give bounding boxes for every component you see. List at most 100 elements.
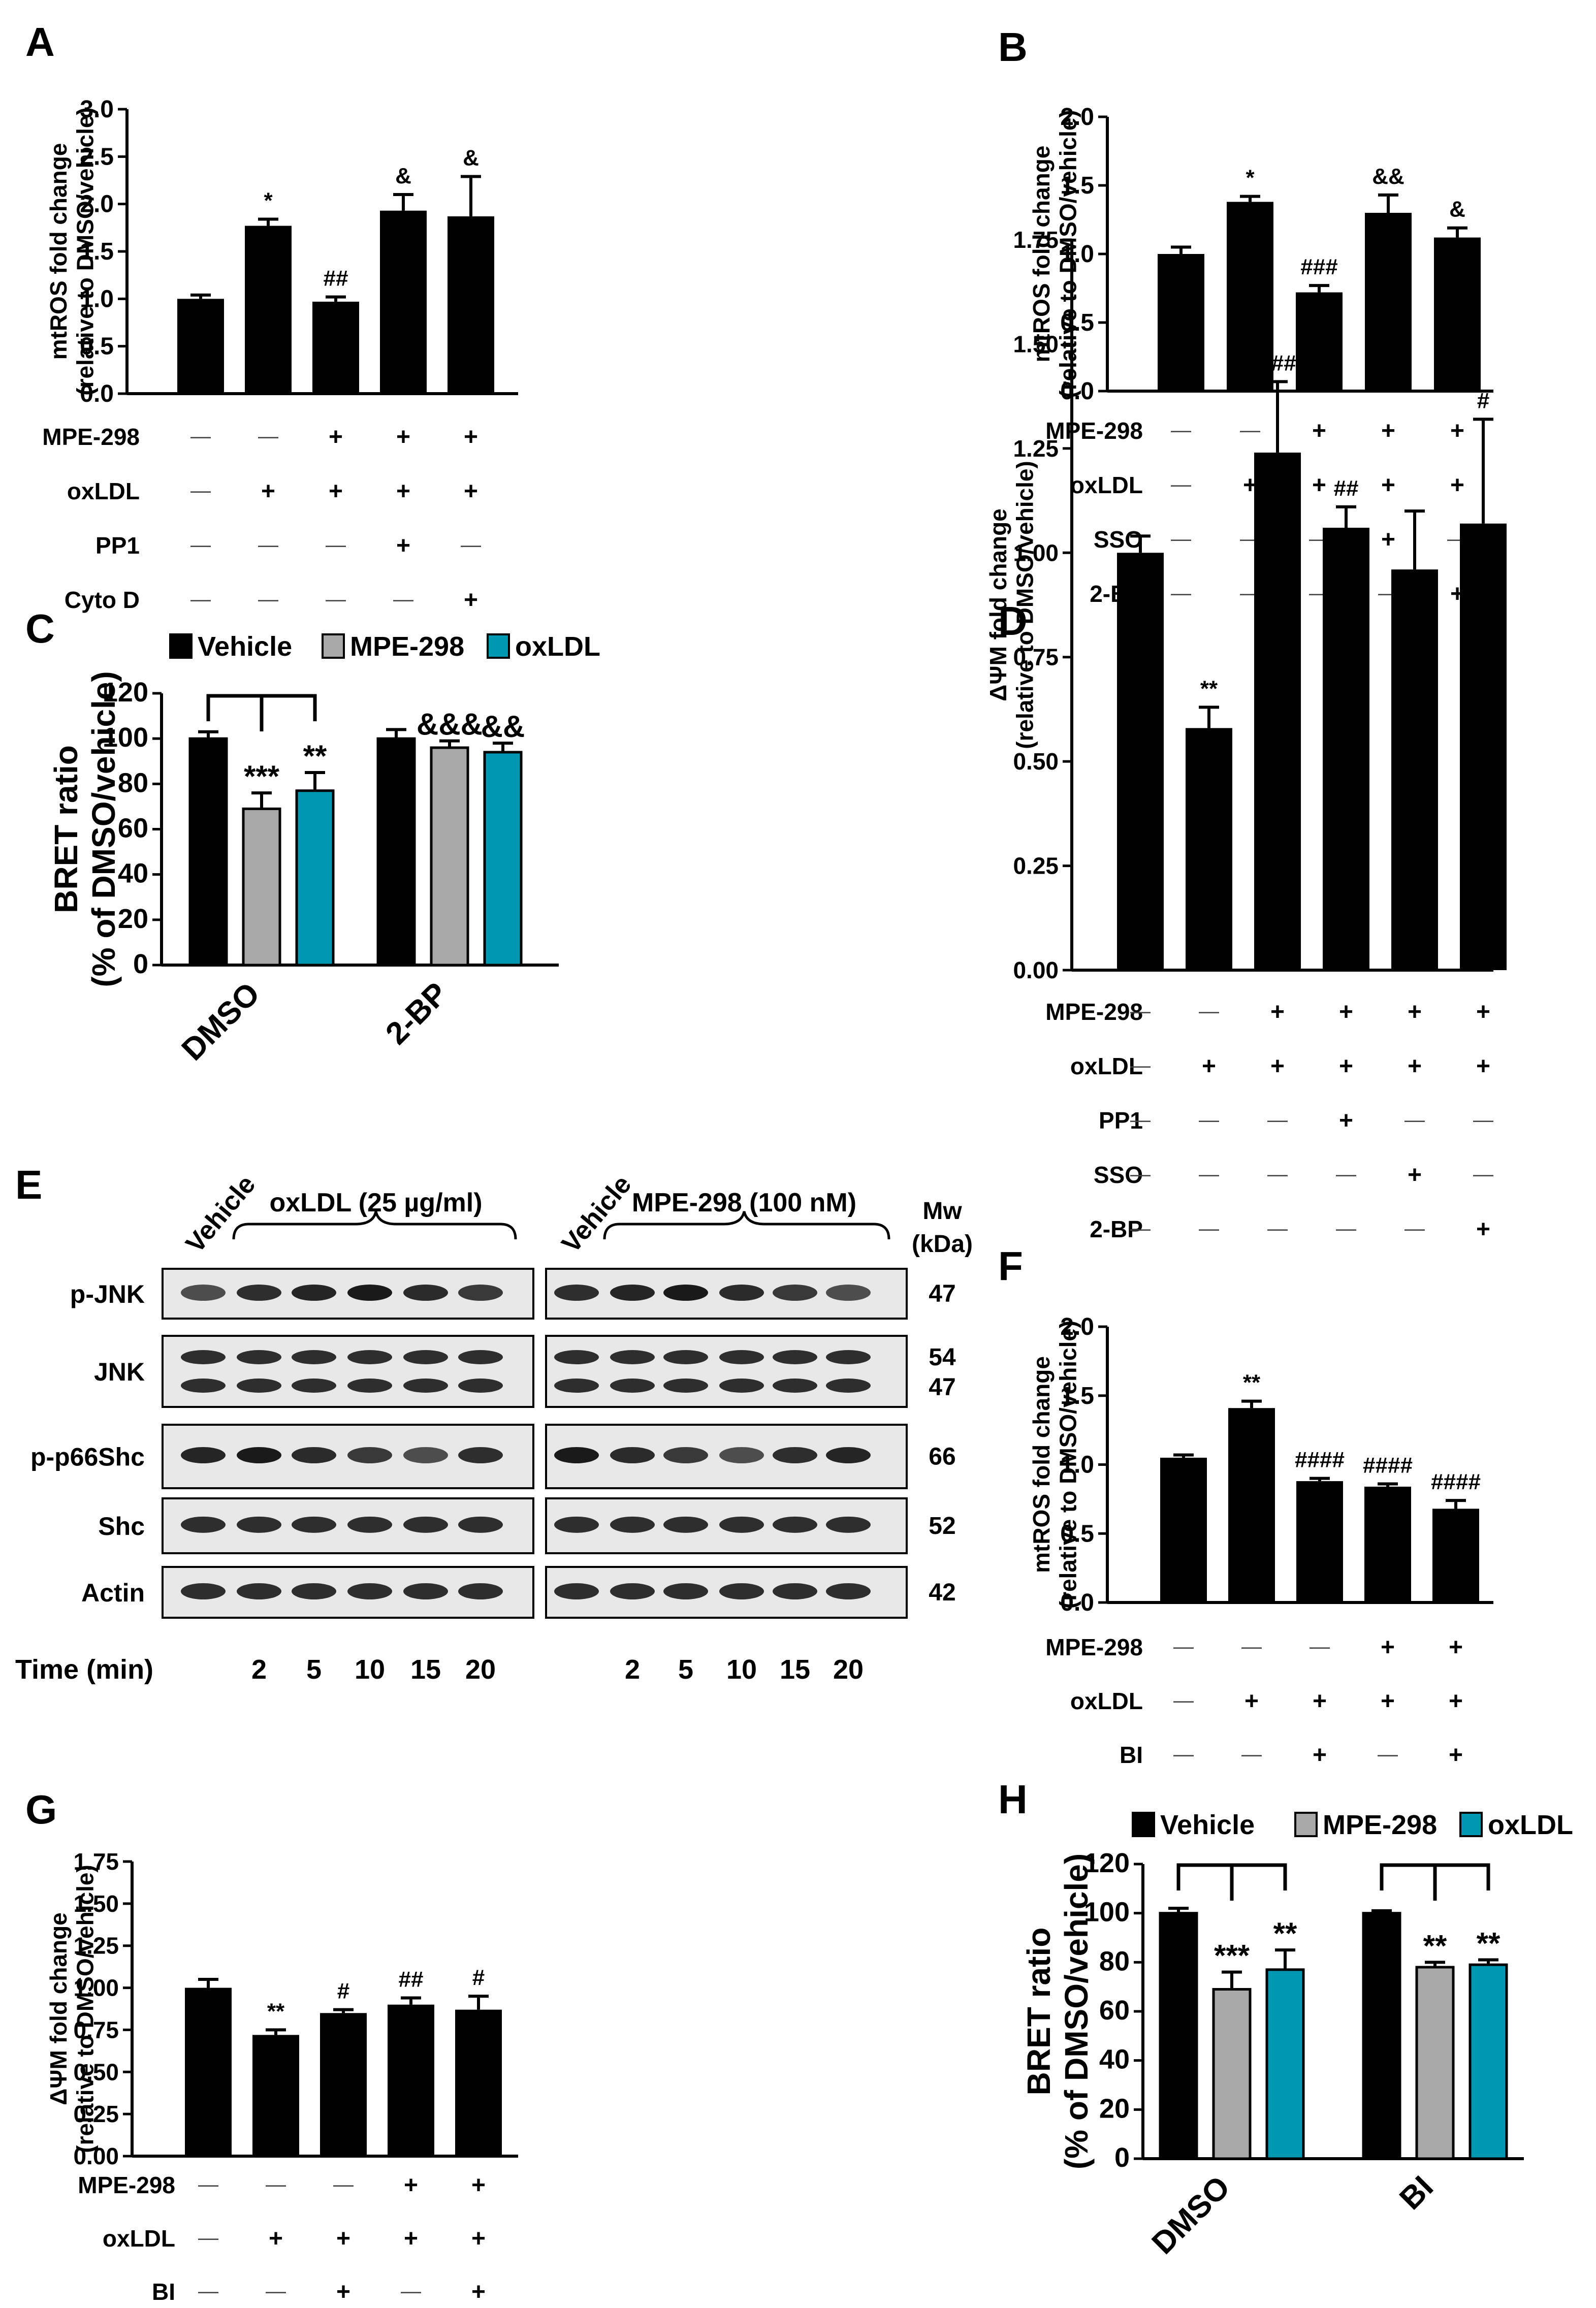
panel-a-ylabel-line: mtROS fold change [45, 143, 72, 360]
panel-c-significance: &&& [417, 708, 483, 742]
panel-letter-e: E [15, 1162, 42, 1207]
blot-band [610, 1447, 655, 1463]
blot-band [719, 1350, 764, 1364]
panel-f-significance: #### [1295, 1448, 1345, 1472]
panel-g-sign-plus: + [471, 2225, 486, 2252]
panel-c-legend-label: MPE-298 [350, 631, 464, 662]
panel-d-condition-label: PP1 [1099, 1107, 1143, 1134]
blot-mw-value: 52 [929, 1513, 955, 1540]
panel-f-sign-plus: + [1449, 1634, 1463, 1661]
panel-b-sign-minus: — [1240, 419, 1260, 441]
panel-g-bar [388, 2004, 434, 2156]
panel-g-ytick-label: 0.00 [73, 2143, 119, 2169]
blot-mw-unit: (kDa) [912, 1231, 973, 1258]
panel-d-bar [1391, 569, 1438, 970]
blot-bracket-right [603, 1211, 890, 1240]
panel-g-ytick-label: 1.75 [73, 1848, 119, 1875]
panel-b-condition-label: oxLDL [1070, 472, 1143, 498]
panel-f-sign-plus: + [1381, 1634, 1395, 1661]
blot-band [554, 1516, 599, 1533]
panel-b-sign-plus: + [1381, 418, 1395, 444]
panel-c-significance: && [481, 710, 525, 744]
panel-h-significance: ** [1273, 1916, 1297, 1950]
blot-time-left: 5 [306, 1654, 322, 1685]
panel-b-ytick-label: 0.0 [1060, 378, 1094, 405]
panel-c-legend-swatch [169, 633, 193, 659]
panel-f-sign-minus: — [1241, 1743, 1262, 1766]
panel-h-ylabel-line: BRET ratio [1020, 1928, 1057, 2096]
panel-f-ylabel-line: (relative to DMSO/vehicle) [1055, 1321, 1081, 1609]
panel-a-sign-minus: — [190, 425, 211, 447]
panel-b-bar [1365, 213, 1412, 391]
panel-h-bar [1265, 1968, 1305, 2160]
blot-band [773, 1379, 817, 1393]
panel-a-ytick-label: 3.0 [80, 96, 114, 123]
panel-g-sign-plus: + [336, 2225, 350, 2252]
panel-c-ylabel: BRET ratio(% of DMSO/vehicle) [48, 671, 122, 987]
panel-h-legend-label: oxLDL [1488, 1810, 1573, 1840]
panel-d-bar [1323, 527, 1369, 970]
panel-h-ytick-label: 0 [1114, 2142, 1130, 2173]
panel-a-bar [177, 299, 224, 394]
blot-band [403, 1379, 448, 1393]
panel-letter-f: F [998, 1243, 1023, 1289]
panel-b-condition-label: SSO [1094, 526, 1143, 553]
panel-f-sign-minus: — [1173, 1689, 1194, 1712]
blot-row-label: JNK [94, 1358, 145, 1386]
panel-g-sign-minus: — [266, 2173, 286, 2196]
blot-band [237, 1583, 281, 1599]
blot-band [554, 1447, 599, 1463]
panel-b-sign-minus: — [1171, 528, 1191, 550]
panel-f-bar [1296, 1481, 1343, 1602]
panel-d-sign-plus: + [1339, 1053, 1353, 1080]
panel-f-sign-minus: — [1378, 1743, 1398, 1766]
panel-f-condition-label: oxLDL [1070, 1688, 1143, 1714]
panel-g-sign-plus: + [471, 2172, 486, 2199]
panel-b-significance: * [1246, 166, 1255, 190]
blot-band [292, 1447, 336, 1463]
panel-f-significance: #### [1431, 1469, 1481, 1494]
blot-band [773, 1583, 817, 1599]
panel-f-condition-label: MPE-298 [1045, 1634, 1143, 1660]
panel-a-bar [245, 226, 292, 394]
panel-d-significance: ** [1200, 676, 1218, 701]
blot-row-label: Actin [81, 1579, 145, 1607]
panel-letter-c: C [25, 606, 55, 651]
panel-f-bar [1432, 1509, 1479, 1602]
panel-d-sign-minus: — [1130, 1217, 1151, 1240]
panel-g-ytick-label: 0.25 [73, 2101, 119, 2127]
panel-g-sign-plus: + [269, 2225, 283, 2252]
panel-d-sign-minus: — [1199, 1217, 1219, 1240]
panel-h-significance: *** [1214, 1939, 1250, 1973]
panel-g-sign-plus: + [336, 2279, 350, 2305]
blot-band [181, 1350, 226, 1364]
panel-f-ytick-label: 1.0 [1060, 1452, 1094, 1479]
blot-band [403, 1516, 448, 1533]
panel-b-ytick-label: 1.5 [1060, 172, 1094, 199]
blot-band [181, 1285, 226, 1301]
panel-f-significance: ** [1243, 1370, 1261, 1395]
blot-band [719, 1583, 764, 1599]
panel-g-ytick-label: 1.50 [73, 1890, 119, 1917]
panel-c-bar [430, 746, 469, 967]
panel-d-ytick-label: 0.25 [1013, 853, 1059, 879]
panel-g-ytick-label: 1.00 [73, 1975, 119, 2001]
panel-g-ytick-label: 0.50 [73, 2059, 119, 2085]
panel-d-ytick-label: 1.50 [1013, 331, 1059, 357]
panel-g-condition-label: BI [152, 2279, 175, 2305]
blot-membrane [545, 1335, 908, 1408]
panel-f-sign-plus: + [1449, 1688, 1463, 1715]
panel-h-bar [1159, 1912, 1198, 2160]
panel-h-significance: ** [1477, 1927, 1501, 1961]
panel-a-sign-plus: + [329, 478, 343, 505]
panel-b-ytick-label: 1.0 [1060, 241, 1094, 268]
panel-g-sign-plus: + [471, 2279, 486, 2305]
panel-c-significance: ** [303, 739, 327, 773]
panel-g-sign-plus: + [404, 2225, 418, 2252]
panel-d-ylabel-line: ΔΨM fold change [985, 508, 1011, 701]
panel-a-ytick-label: 0.0 [80, 380, 114, 407]
blot-time-left: 20 [465, 1654, 496, 1685]
panel-b-ylabel-line: mtROS fold change [1028, 146, 1055, 363]
panel-f-sign-plus: + [1449, 1742, 1463, 1769]
